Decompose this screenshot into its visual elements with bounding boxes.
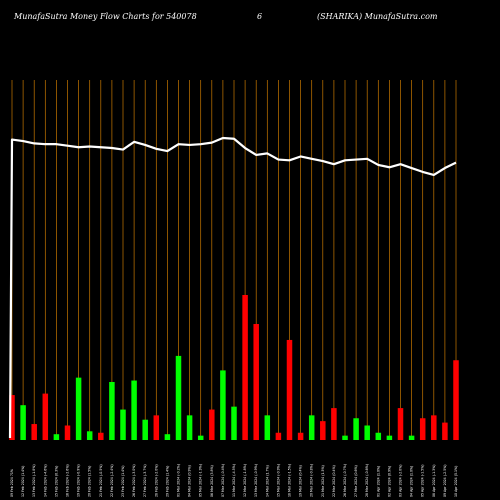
volume-bar: [64, 425, 71, 440]
volume-bar: [131, 380, 137, 440]
x-tick-label: 01 Apr 2024 (1.0%): [376, 466, 380, 497]
x-tick-label: 20 Feb 2024 (1.5%): [88, 466, 92, 497]
volume-bar: [220, 370, 226, 440]
x-tick-label: 26 Feb 2024 (-3.0%): [132, 464, 136, 497]
chart-title-right: (SHARIKA) MunafaSutra.com: [317, 12, 438, 21]
volume-bar: [31, 424, 37, 440]
chart-title-middle: 6: [257, 12, 262, 21]
x-tick-label: 18 Mar 2024 (-1.5%): [288, 464, 292, 497]
volume-bar: [431, 415, 437, 440]
volume-bar: [331, 408, 337, 440]
volume-bar: [264, 415, 271, 440]
volume-bar: [120, 409, 126, 440]
x-tick-label: 26 Mar 2024 (-0.7%): [343, 464, 347, 497]
volume-bar: [419, 418, 426, 440]
x-tick-label: 15 Feb 2024 (0.3%): [54, 466, 58, 497]
volume-bar: [197, 435, 204, 440]
volume-bar: [242, 295, 248, 440]
x-tick-label: 27 Feb 2024 (-3.7%): [143, 464, 147, 497]
x-tick-label: 20 Mar 2024 (-0.8%): [310, 464, 314, 497]
volume-bar: [186, 415, 193, 440]
x-tick-label: 12 Feb 2024 (1.4%): [21, 466, 25, 497]
x-tick-label: 13 Mar 2024 (-0.9%): [254, 464, 258, 497]
chart-title-left: MunafaSutra Money Flow Charts for 540078: [13, 12, 197, 21]
volume-bar: [86, 431, 93, 440]
x-tick-label: 22 Feb 2024 (-2.4%): [110, 464, 114, 497]
volume-bar: [275, 432, 282, 440]
volume-bar: [42, 393, 49, 440]
x-tick-label: 09 Apr 2024 (-2.5%): [443, 465, 447, 497]
volume-bar: [453, 360, 459, 440]
x-tick-label: 28 Mar 2024 (-0.6%): [365, 464, 369, 497]
volume-bar: [364, 425, 370, 440]
x-tick-label: 02 Apr 2024 (0.9%): [387, 466, 391, 497]
x-tick-label: 03 Apr 2024 (-2.0%): [399, 465, 403, 497]
volume-bar: [109, 382, 115, 440]
x-tick-label: 12 Mar 2024 (-1.8%): [243, 464, 247, 497]
x-tick-label: 10 Apr 2024 (5.1%): [454, 466, 458, 497]
price-series-line: [8, 136, 457, 439]
volume-bar: [175, 355, 182, 440]
x-tick-label: 01 Mar 2024 (-0.2%): [177, 464, 181, 497]
volume-bar: [353, 418, 359, 440]
volume-bar: [9, 395, 15, 440]
volume-bar: [142, 419, 148, 440]
x-tick-label: 06 Mar 2024 (3.8%): [210, 465, 214, 497]
volume-bar: [164, 434, 171, 440]
x-tick-label: 21 Feb 2024 (-0.5%): [99, 464, 103, 497]
volume-bar: [386, 435, 393, 440]
volume-bar: [320, 421, 326, 440]
x-tick-label: 14 Mar 2024 (1.7%): [265, 465, 269, 497]
x-tick-label: 11 Mar 2024 (-4.5%): [232, 464, 236, 497]
x-tick-label: 09 Feb 2024 71%: [10, 469, 14, 497]
volume-bar: [98, 432, 104, 440]
volume-bar: [53, 434, 60, 440]
x-tick-label: 05 Apr 2024 (-1.5%): [421, 465, 425, 497]
volume-bar: [231, 406, 237, 440]
x-tick-label: 04 Apr 2024 (1.0%): [410, 466, 414, 497]
volume-bar: [297, 432, 304, 440]
volume-bar: [153, 415, 160, 440]
x-tick-label: 14 Feb 2024 (-4.6%): [43, 464, 47, 497]
volume-bar: [308, 415, 315, 440]
x-tick-label: 28 Feb 2024 (-2.0%): [154, 464, 158, 497]
volume-bar: [442, 422, 448, 440]
volume-bar: [209, 409, 215, 440]
volume-bar: [375, 432, 382, 440]
volume-bar: [75, 377, 82, 440]
volume-bar: [408, 435, 415, 440]
x-tick-label: 13 Feb 2024 (-1.8%): [32, 464, 36, 497]
x-tick-label: 19 Mar 2024 (0.4%): [299, 465, 303, 497]
volume-bar: [253, 324, 259, 440]
x-tick-label: 29 Feb 2024 (1.4%): [165, 466, 169, 497]
x-tick-labels: 09 Feb 2024 71% 12 Feb 2024 (1.4%) 13 Feb …: [10, 464, 458, 497]
volume-bar: [286, 339, 293, 440]
volume-bar: [20, 405, 26, 440]
volume-bar: [397, 408, 404, 440]
x-tick-label: 07 Mar 2024 (-0.4%): [221, 464, 225, 497]
x-tick-label: 08 Apr 2024 (-1.3%): [432, 465, 436, 497]
x-tick-label: 22 Mar 2024 (0.4%): [332, 465, 336, 497]
volume-bar: [342, 435, 348, 440]
x-tick-label: 19 Feb 2024 (-0.9%): [77, 464, 81, 497]
x-tick-label: 15 Mar 2024 (-0.9%): [276, 464, 280, 497]
x-tick-label: 21 Mar 2024 (1.5%): [321, 465, 325, 497]
x-tick-label: 16 Feb 2024 (-2.6%): [66, 464, 70, 497]
x-tick-label: 23 Feb 2024 (1.4%): [121, 466, 125, 497]
x-tick-label: 04 Mar 2024 (0.9%): [188, 465, 192, 497]
price-line: [8, 136, 457, 439]
volume-bars: [9, 295, 459, 440]
x-tick-label: 27 Mar 2024 (0.6%): [354, 465, 358, 497]
x-tick-label: 05 Mar 2024 (-1.9%): [199, 464, 203, 497]
